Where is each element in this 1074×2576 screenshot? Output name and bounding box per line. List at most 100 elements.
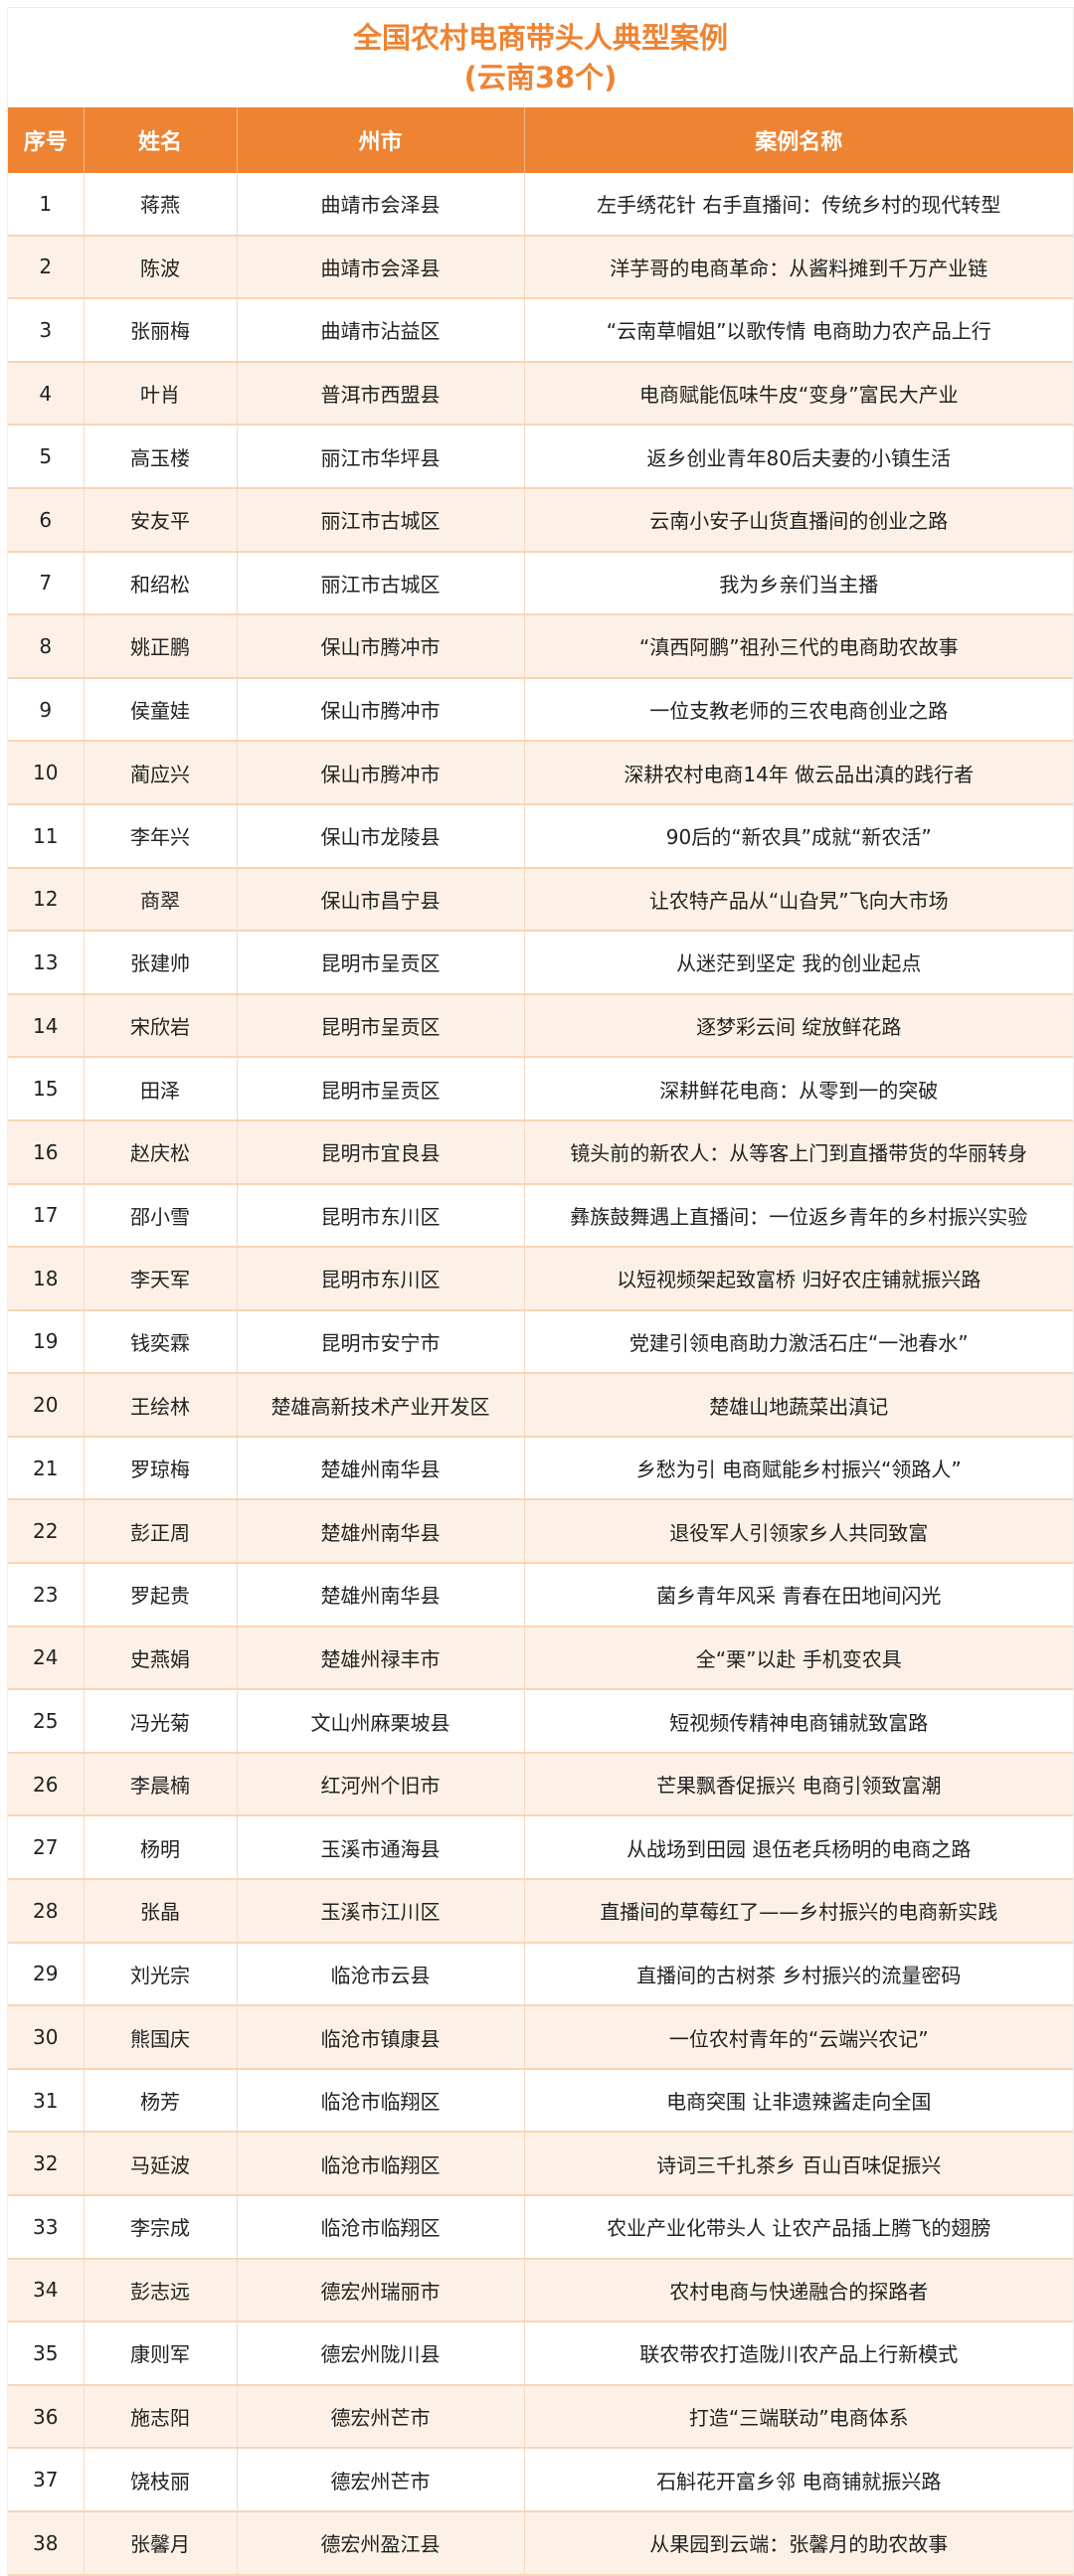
cell-case-title: 芒果飘香促振兴 电商引领致富潮 xyxy=(524,1752,1073,1817)
cell-region: 曲靖市沾益区 xyxy=(237,298,525,363)
cell-index: 18 xyxy=(8,1247,85,1311)
cell-index: 14 xyxy=(8,993,85,1059)
cell-name: 彭正周 xyxy=(84,1499,238,1565)
cell-region: 保山市昌宁县 xyxy=(237,867,525,933)
table-row: 27 杨明 玉溪市通海县 从战场到田园 退伍老兵杨明的电商之路 xyxy=(8,1815,1073,1881)
cell-region: 曲靖市会泽县 xyxy=(237,173,525,237)
cell-case-title: 深耕鲜花电商：从零到一的突破 xyxy=(524,1057,1073,1121)
cell-region: 曲靖市会泽县 xyxy=(237,235,525,300)
cell-case-title: 乡愁为引 电商赋能乡村振兴“领路人” xyxy=(524,1436,1073,1501)
cell-name: 侯童娃 xyxy=(84,677,238,743)
cell-case-title: 返乡创业青年80后夫妻的小镇生活 xyxy=(524,425,1073,489)
cell-region: 玉溪市通海县 xyxy=(237,1815,525,1881)
cell-case-title: 短视频传精神电商铺就致富路 xyxy=(524,1689,1073,1754)
cell-region: 德宏州芒市 xyxy=(237,2448,525,2512)
table-row: 29 刘光宗 临沧市云县 直播间的古树茶 乡村振兴的流量密码 xyxy=(8,1942,1073,2007)
cell-index: 32 xyxy=(8,2132,85,2196)
cell-case-title: “云南草帽姐”以歌传情 电商助力农产品上行 xyxy=(524,298,1073,363)
cell-region: 丽江市古城区 xyxy=(237,551,525,616)
cell-index: 35 xyxy=(8,2321,85,2386)
cell-index: 7 xyxy=(8,551,85,616)
cell-index: 17 xyxy=(8,1183,85,1249)
header-name: 姓名 xyxy=(84,107,238,173)
cell-name: 邵小雪 xyxy=(84,1183,238,1249)
table-row: 2 陈波 曲靖市会泽县 洋芋哥的电商革命：从酱料摊到千万产业链 xyxy=(8,235,1073,300)
cell-name: 杨明 xyxy=(84,1815,238,1881)
cell-region: 德宏州陇川县 xyxy=(237,2321,525,2386)
cell-name: 李晨楠 xyxy=(84,1752,238,1817)
cell-index: 38 xyxy=(8,2510,85,2576)
cell-name: 张建帅 xyxy=(84,931,238,995)
cell-case-title: 以短视频架起致富桥 归好农庄铺就振兴路 xyxy=(524,1247,1073,1311)
table-row: 17 邵小雪 昆明市东川区 彝族鼓舞遇上直播间：一位返乡青年的乡村振兴实验 xyxy=(8,1183,1073,1249)
cell-region: 德宏州瑞丽市 xyxy=(237,2258,525,2323)
cell-name: 陈波 xyxy=(84,235,238,300)
cell-case-title: 电商突围 让非遗辣酱走向全国 xyxy=(524,2068,1073,2134)
cell-index: 12 xyxy=(8,867,85,933)
table-row: 8 姚正鹏 保山市腾冲市 “滇西阿鹏”祖孙三代的电商助农故事 xyxy=(8,614,1073,679)
cell-index: 16 xyxy=(8,1119,85,1185)
table-row: 19 钱奕霖 昆明市安宁市 党建引领电商助力激活石庄“一池春水” xyxy=(8,1309,1073,1375)
cell-region: 德宏州盈江县 xyxy=(237,2510,525,2576)
table-row: 28 张晶 玉溪市江川区 直播间的草莓红了——乡村振兴的电商新实践 xyxy=(8,1879,1073,1944)
cell-region: 昆明市宜良县 xyxy=(237,1119,525,1185)
cell-region: 昆明市东川区 xyxy=(237,1247,525,1311)
cell-index: 10 xyxy=(8,741,85,805)
cell-case-title: 镜头前的新农人：从等客上门到直播带货的华丽转身 xyxy=(524,1119,1073,1185)
cell-case-title: 洋芋哥的电商革命：从酱料摊到千万产业链 xyxy=(524,235,1073,300)
cell-name: 李天军 xyxy=(84,1247,238,1311)
cell-region: 昆明市呈贡区 xyxy=(237,993,525,1059)
cell-name: 蒋燕 xyxy=(84,173,238,237)
cell-case-title: 90后的“新农具”成就“新农活” xyxy=(524,803,1073,869)
cell-index: 15 xyxy=(8,1057,85,1121)
table-row: 11 李年兴 保山市龙陵县 90后的“新农具”成就“新农活” xyxy=(8,803,1073,869)
cell-index: 29 xyxy=(8,1942,85,2007)
cell-region: 临沧市云县 xyxy=(237,1942,525,2007)
table-row: 4 叶肖 普洱市西盟县 电商赋能佤味牛皮“变身”富民大产业 xyxy=(8,361,1073,427)
table-row: 35 康则军 德宏州陇川县 联农带农打造陇川农产品上行新模式 xyxy=(8,2321,1073,2386)
cell-case-title: 云南小安子山货直播间的创业之路 xyxy=(524,487,1073,553)
cell-case-title: 全“栗”以赴 手机变农具 xyxy=(524,1626,1073,1691)
cell-region: 楚雄州南华县 xyxy=(237,1499,525,1565)
cell-case-title: 退役军人引领家乡人共同致富 xyxy=(524,1499,1073,1565)
cell-case-title: 逐梦彩云间 绽放鲜花路 xyxy=(524,993,1073,1059)
cell-index: 2 xyxy=(8,235,85,300)
cell-region: 楚雄州禄丰市 xyxy=(237,1626,525,1691)
table-row: 22 彭正周 楚雄州南华县 退役军人引领家乡人共同致富 xyxy=(8,1499,1073,1565)
header-case-title: 案例名称 xyxy=(524,107,1073,173)
table-row: 5 高玉楼 丽江市华坪县 返乡创业青年80后夫妻的小镇生活 xyxy=(8,425,1073,489)
cell-region: 玉溪市江川区 xyxy=(237,1879,525,1944)
table-row: 26 李晨楠 红河州个旧市 芒果飘香促振兴 电商引领致富潮 xyxy=(8,1752,1073,1817)
cell-index: 6 xyxy=(8,487,85,553)
table-row: 37 饶枝丽 德宏州芒市 石斛花开富乡邻 电商铺就振兴路 xyxy=(8,2448,1073,2512)
table-row: 14 宋欣岩 昆明市呈贡区 逐梦彩云间 绽放鲜花路 xyxy=(8,993,1073,1059)
cell-case-title: 一位农村青年的“云端兴农记” xyxy=(524,2005,1073,2070)
cell-name: 杨芳 xyxy=(84,2068,238,2134)
cell-index: 31 xyxy=(8,2068,85,2134)
cell-region: 昆明市呈贡区 xyxy=(237,1057,525,1121)
table-row: 1 蒋燕 曲靖市会泽县 左手绣花针 右手直播间：传统乡村的现代转型 xyxy=(8,173,1073,237)
cell-name: 张丽梅 xyxy=(84,298,238,363)
table-row: 36 施志阳 德宏州芒市 打造“三端联动”电商体系 xyxy=(8,2384,1073,2450)
table-header-row: 序号 姓名 州市 案例名称 xyxy=(8,107,1073,173)
cell-case-title: 直播间的古树茶 乡村振兴的流量密码 xyxy=(524,1942,1073,2007)
table-row: 10 蔺应兴 保山市腾冲市 深耕农村电商14年 做云品出滇的践行者 xyxy=(8,741,1073,805)
cell-name: 熊国庆 xyxy=(84,2005,238,2070)
cell-case-title: 让农特产品从“山旮旯”飞向大市场 xyxy=(524,867,1073,933)
cell-case-title: 左手绣花针 右手直播间：传统乡村的现代转型 xyxy=(524,173,1073,237)
cell-region: 文山州麻栗坡县 xyxy=(237,1689,525,1754)
cell-case-title: 楚雄山地蔬菜出滇记 xyxy=(524,1373,1073,1438)
cell-name: 施志阳 xyxy=(84,2384,238,2450)
cell-case-title: 联农带农打造陇川农产品上行新模式 xyxy=(524,2321,1073,2386)
table-row: 32 马延波 临沧市临翔区 诗词三千扎茶乡 百山百味促振兴 xyxy=(8,2132,1073,2196)
table-row: 23 罗起贵 楚雄州南华县 菌乡青年风采 青春在田地间闪光 xyxy=(8,1563,1073,1628)
table-row: 7 和绍松 丽江市古城区 我为乡亲们当主播 xyxy=(8,551,1073,616)
document-title: 全国农村电商带头人典型案例 (云南38个) xyxy=(8,8,1073,107)
cell-case-title: 一位支教老师的三农电商创业之路 xyxy=(524,677,1073,743)
cell-name: 叶肖 xyxy=(84,361,238,427)
cell-name: 宋欣岩 xyxy=(84,993,238,1059)
cell-case-title: 菌乡青年风采 青春在田地间闪光 xyxy=(524,1563,1073,1628)
cell-region: 保山市腾冲市 xyxy=(237,741,525,805)
table-row: 13 张建帅 昆明市呈贡区 从迷茫到坚定 我的创业起点 xyxy=(8,931,1073,995)
cell-index: 9 xyxy=(8,677,85,743)
